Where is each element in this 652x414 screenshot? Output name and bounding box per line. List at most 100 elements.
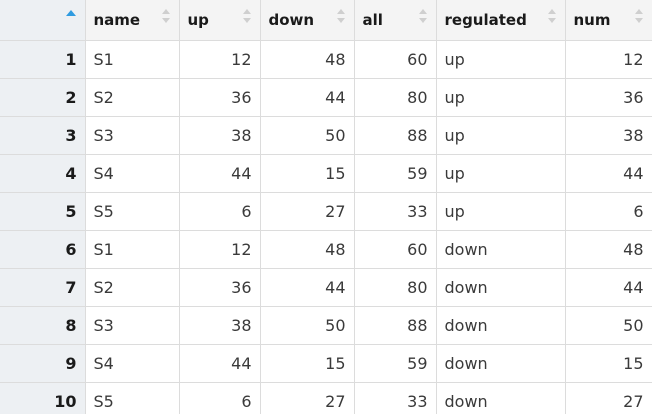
num-cell: 15 [565,344,652,383]
all-cell: 80 [354,268,437,307]
up-cell: 6 [179,382,261,414]
num-cell: 36 [565,78,652,117]
name-cell: S2 [85,268,180,307]
column-header-all[interactable]: all [354,0,437,41]
row-index-cell: 3 [0,116,86,155]
up-cell: 44 [179,154,261,193]
all-cell: 88 [354,306,437,345]
up-cell: 12 [179,40,261,79]
row-index-header[interactable] [0,0,86,41]
num-cell: 38 [565,116,652,155]
column-header-name[interactable]: name [85,0,180,41]
name-cell: S4 [85,154,180,193]
table-row: 5 S5 6 27 33 up 6 [0,192,652,231]
column-header-down[interactable]: down [260,0,355,41]
row-index-cell: 4 [0,154,86,193]
num-cell: 27 [565,382,652,414]
down-cell: 15 [260,154,355,193]
all-cell: 33 [354,382,437,414]
regulated-cell: up [436,40,566,79]
row-index-cell: 10 [0,382,86,414]
all-cell: 59 [354,344,437,383]
regulated-cell: up [436,192,566,231]
row-index-cell: 7 [0,268,86,307]
table-row: 9 S4 44 15 59 down 15 [0,344,652,383]
name-cell: S5 [85,382,180,414]
up-cell: 36 [179,268,261,307]
num-cell: 50 [565,306,652,345]
down-cell: 50 [260,116,355,155]
down-cell: 15 [260,344,355,383]
column-header-num[interactable]: num [565,0,652,41]
all-cell: 60 [354,230,437,269]
column-header-regulated[interactable]: regulated [436,0,566,41]
up-cell: 36 [179,78,261,117]
num-cell: 12 [565,40,652,79]
sort-icon [242,8,251,26]
regulated-cell: down [436,268,566,307]
column-header-label: num [573,10,611,29]
all-cell: 60 [354,40,437,79]
up-cell: 44 [179,344,261,383]
row-index-cell: 1 [0,40,86,79]
sort-icon [418,8,427,26]
sort-icon [547,8,556,26]
regulated-cell: down [436,230,566,269]
row-index-cell: 6 [0,230,86,269]
name-cell: S1 [85,40,180,79]
up-cell: 12 [179,230,261,269]
name-cell: S1 [85,230,180,269]
table-row: 1 S1 12 48 60 up 12 [0,40,652,79]
regulated-cell: up [436,154,566,193]
down-cell: 48 [260,230,355,269]
up-cell: 38 [179,306,261,345]
column-header-label: regulated [444,10,527,29]
regulated-cell: up [436,78,566,117]
row-index-cell: 8 [0,306,86,345]
column-header-up[interactable]: up [179,0,261,41]
up-cell: 38 [179,116,261,155]
regulated-cell: down [436,382,566,414]
sort-icon [634,8,643,26]
sort-icon [161,8,170,26]
name-cell: S4 [85,344,180,383]
num-cell: 44 [565,154,652,193]
row-index-cell: 9 [0,344,86,383]
num-cell: 48 [565,230,652,269]
sort-ascending-icon [66,10,76,16]
table-row: 8 S3 38 50 88 down 50 [0,306,652,345]
down-cell: 44 [260,78,355,117]
down-cell: 44 [260,268,355,307]
num-cell: 6 [565,192,652,231]
all-cell: 33 [354,192,437,231]
regulated-cell: down [436,344,566,383]
table-row: 2 S2 36 44 80 up 36 [0,78,652,117]
name-cell: S3 [85,306,180,345]
row-index-cell: 5 [0,192,86,231]
column-header-label: all [362,10,383,29]
header-row: name up down all regulated [0,0,652,41]
all-cell: 59 [354,154,437,193]
table-row: 10 S5 6 27 33 down 27 [0,382,652,414]
table-row: 4 S4 44 15 59 up 44 [0,154,652,193]
table-row: 6 S1 12 48 60 down 48 [0,230,652,269]
name-cell: S5 [85,192,180,231]
regulated-cell: up [436,116,566,155]
column-header-label: up [187,10,209,29]
regulated-cell: down [436,306,566,345]
down-cell: 50 [260,306,355,345]
table-row: 3 S3 38 50 88 up 38 [0,116,652,155]
table-row: 7 S2 36 44 80 down 44 [0,268,652,307]
name-cell: S3 [85,116,180,155]
column-header-label: name [93,10,141,29]
num-cell: 44 [565,268,652,307]
all-cell: 88 [354,116,437,155]
name-cell: S2 [85,78,180,117]
down-cell: 27 [260,382,355,414]
sort-icon [336,8,345,26]
down-cell: 48 [260,40,355,79]
all-cell: 80 [354,78,437,117]
column-header-label: down [268,10,315,29]
